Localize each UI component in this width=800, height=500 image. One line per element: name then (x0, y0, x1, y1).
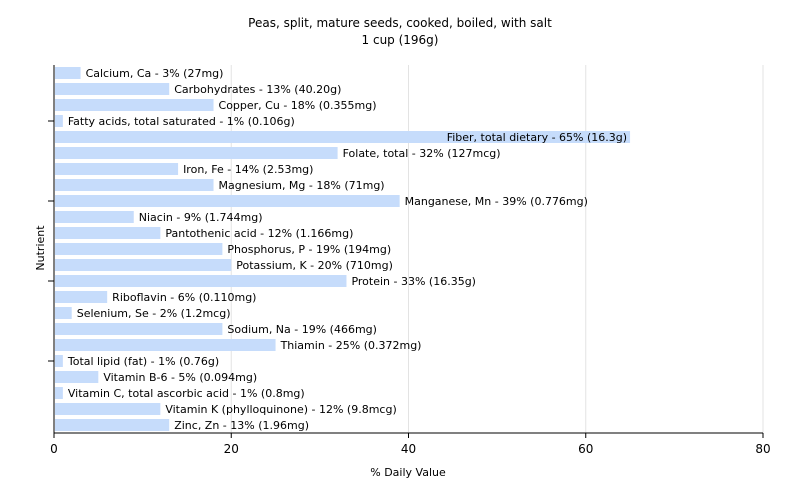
x-tick-label: 80 (755, 442, 770, 456)
bar-label: Potassium, K - 20% (710mg) (236, 259, 393, 272)
bar-label: Pantothenic acid - 12% (1.166mg) (165, 227, 353, 240)
bar (55, 275, 347, 287)
bar (55, 323, 223, 335)
bar (55, 403, 161, 415)
bar-label: Carbohydrates - 13% (40.20g) (174, 83, 341, 96)
bar (55, 371, 99, 383)
bars: Calcium, Ca - 3% (27mg) Carbohydrates - 1… (55, 67, 631, 432)
bar-label: Magnesium, Mg - 18% (71mg) (219, 179, 385, 192)
bar (55, 211, 134, 223)
bar-label: Zinc, Zn - 13% (1.96mg) (174, 419, 309, 432)
bar (55, 387, 63, 399)
bar (55, 339, 276, 351)
bar-label: Iron, Fe - 14% (2.53mg) (183, 163, 313, 176)
x-tick-label: 0 (50, 442, 58, 456)
axes: 0 20 40 60 80 (48, 65, 771, 456)
chart-title: Peas, split, mature seeds, cooked, boile… (248, 16, 552, 30)
x-tick-label: 40 (401, 442, 416, 456)
bar-label: Fatty acids, total saturated - 1% (0.106… (68, 115, 295, 128)
y-axis-label: Nutrient (34, 225, 47, 271)
bar (55, 99, 214, 111)
bar (55, 355, 63, 367)
bar-label: Folate, total - 32% (127mcg) (343, 147, 501, 160)
bar-label: Phosphorus, P - 19% (194mg) (227, 243, 391, 256)
bar (55, 291, 108, 303)
bar-label: Niacin - 9% (1.744mg) (139, 211, 263, 224)
x-tick-label: 60 (578, 442, 593, 456)
bar (55, 419, 170, 431)
bar-label: Riboflavin - 6% (0.110mg) (112, 291, 256, 304)
bar (55, 243, 223, 255)
bar-label: Vitamin K (phylloquinone) - 12% (9.8mcg) (165, 403, 396, 416)
x-tick-label: 20 (224, 442, 239, 456)
bar-label: Manganese, Mn - 39% (0.776mg) (405, 195, 588, 208)
grid-lines (230, 65, 764, 433)
bar (55, 163, 179, 175)
bar (55, 131, 631, 143)
bar (55, 67, 81, 79)
bar (55, 179, 214, 191)
bar-label: Total lipid (fat) - 1% (0.76g) (67, 355, 219, 368)
bar (55, 83, 170, 95)
bar-label: Vitamin B-6 - 5% (0.094mg) (103, 371, 257, 384)
bar (55, 115, 63, 127)
bar (55, 307, 72, 319)
bar-label: Selenium, Se - 2% (1.2mcg) (77, 307, 231, 320)
bar-label: Copper, Cu - 18% (0.355mg) (219, 99, 377, 112)
bar-label: Fiber, total dietary - 65% (16.3g) (447, 131, 627, 144)
chart-subtitle: 1 cup (196g) (362, 33, 439, 47)
x-axis-label: % Daily Value (370, 466, 446, 479)
bar (55, 147, 338, 159)
bar (55, 259, 232, 271)
bar-label: Vitamin C, total ascorbic acid - 1% (0.8… (68, 387, 305, 400)
bar (55, 195, 400, 207)
bar (55, 227, 161, 239)
bar-label: Sodium, Na - 19% (466mg) (227, 323, 377, 336)
bar-label: Protein - 33% (16.35g) (351, 275, 476, 288)
bar-label: Calcium, Ca - 3% (27mg) (86, 67, 224, 80)
bar-label: Thiamin - 25% (0.372mg) (280, 339, 422, 352)
